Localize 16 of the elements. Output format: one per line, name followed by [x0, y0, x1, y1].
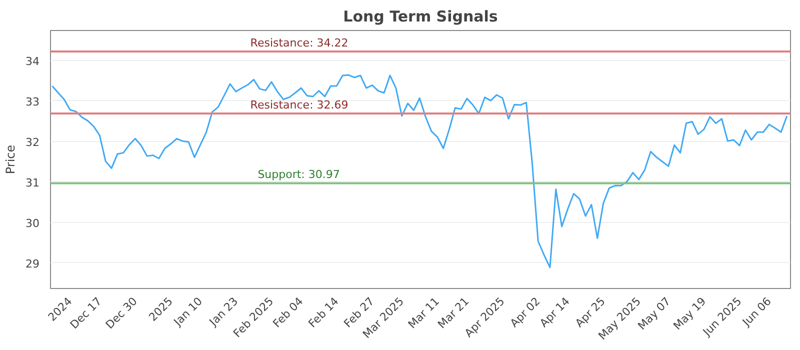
ref-line-label: Support: 30.97: [258, 168, 340, 182]
x-tick-label: Dec 30: [103, 294, 140, 332]
x-tick-label: Jan 10: [170, 294, 205, 330]
y-tick-label: 31: [26, 176, 40, 190]
y-tick-label: 30: [26, 216, 40, 230]
line-series: [52, 74, 788, 268]
y-axis-title: Price: [4, 144, 18, 174]
ref-line-label: Resistance: 34.22: [250, 36, 348, 50]
y-tick-label: 33: [26, 95, 40, 108]
chart-title: Long Term Signals: [343, 8, 498, 26]
y-tick-label: 34: [26, 54, 40, 68]
x-tick-label: Jun 06: [739, 294, 774, 330]
y-tick-label: 29: [26, 257, 40, 270]
x-tick-label: Feb 14: [306, 294, 342, 330]
ref-line-label: Resistance: 32.69: [250, 98, 348, 112]
y-tick-label: 32: [26, 136, 40, 149]
